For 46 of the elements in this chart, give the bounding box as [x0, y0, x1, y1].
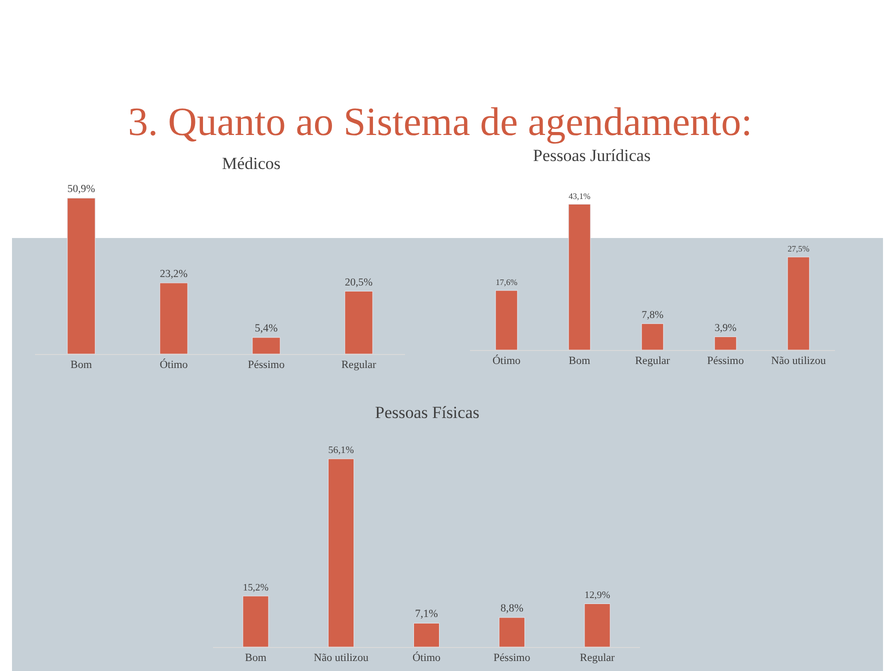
x-tick-label: Ótimo — [492, 354, 522, 368]
bar — [568, 204, 591, 350]
data-label: 17,6% — [496, 277, 518, 288]
text: 3. Quanto ao Sistema de agendamento: — [128, 99, 752, 144]
x-tick-label: Bom — [70, 359, 92, 372]
x-tick-label: Ótimo — [412, 651, 442, 664]
x-tick-label: Não utilizou — [314, 652, 369, 664]
bar — [344, 290, 373, 354]
bar — [67, 198, 96, 354]
bar — [328, 458, 354, 647]
data-label: 23,2% — [160, 268, 188, 280]
bar — [584, 603, 610, 647]
data-label: 43,1% — [568, 190, 590, 201]
x-tick-label: Não utilizou — [771, 355, 826, 368]
bar — [714, 336, 737, 350]
x-tick-label: Ótimo — [160, 358, 188, 372]
bar — [787, 256, 810, 350]
x-tick-label: Bom — [244, 652, 267, 664]
x-tick-label: Regular — [635, 355, 670, 368]
bar — [252, 337, 280, 354]
bar — [495, 290, 518, 350]
data-label: 7,8% — [642, 310, 664, 321]
x-tick-label: Bom — [568, 355, 591, 368]
chart-title: Médicos — [222, 154, 281, 173]
data-label: 5,4% — [254, 322, 278, 334]
data-label: 8,8% — [500, 602, 524, 614]
x-tick-label: Péssimo — [248, 359, 286, 372]
bar — [242, 596, 269, 647]
x-tick-label: Péssimo — [707, 355, 744, 368]
data-label: 3,9% — [714, 322, 737, 334]
x-tick-label: Regular — [341, 359, 376, 372]
x-tick-label: Regular — [580, 652, 616, 664]
bar — [498, 617, 525, 647]
x-tick-label: Péssimo — [494, 652, 531, 664]
data-label: 7,1% — [415, 608, 438, 620]
data-label: 12,9% — [584, 590, 610, 602]
data-label: 27,5% — [788, 244, 810, 254]
bar — [160, 282, 188, 354]
chart-title: Pessoas Jurídicas — [533, 146, 651, 165]
data-label: 50,9% — [67, 183, 96, 196]
data-label: 15,2% — [242, 582, 268, 594]
bar — [413, 622, 440, 647]
data-label: 56,1% — [328, 445, 354, 456]
data-label: 20,5% — [344, 276, 373, 288]
bar — [641, 323, 664, 350]
chart-title: Pessoas Físicas — [375, 403, 480, 422]
